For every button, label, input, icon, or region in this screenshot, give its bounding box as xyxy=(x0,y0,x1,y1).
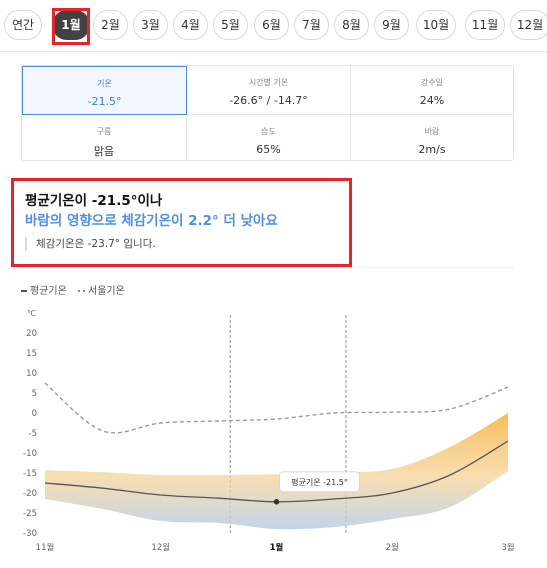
stat-hourly-temperature[interactable]: 시간별 기온 -26.6° / -14.7° xyxy=(187,66,350,114)
tab-month[interactable]: 6월 xyxy=(254,10,289,40)
y-tick-label: -25 xyxy=(23,509,37,519)
x-tick-label: 2월 xyxy=(386,542,399,553)
stat-label: 습도 xyxy=(261,127,276,136)
stat-temperature[interactable]: 기온 -21.5° xyxy=(22,66,187,115)
x-tick-label: 12월 xyxy=(151,542,170,553)
tooltip-box xyxy=(279,471,360,493)
tab-month[interactable]: 7월 xyxy=(294,10,329,40)
y-tick-label: -30 xyxy=(23,529,37,539)
weather-stats-grid: 기온 -21.5° 시간별 기온 -26.6° / -14.7° 강수일 24%… xyxy=(21,65,514,161)
y-tick-label: -10 xyxy=(23,449,37,459)
wind-chill-headline: 바람의 영향으로 체감기온이 2.2° 더 낮아요 xyxy=(25,213,278,229)
stat-value: 2m/s xyxy=(418,143,446,156)
stat-value: -21.5° xyxy=(87,95,122,108)
stat-label: 시간별 기온 xyxy=(248,78,289,87)
tab-month[interactable]: 연간 xyxy=(4,10,42,40)
dotted-line-icon xyxy=(78,290,85,292)
tab-month[interactable]: 10월 xyxy=(416,10,456,40)
stat-wind[interactable]: 바람 2m/s xyxy=(351,115,513,160)
x-tick-label: 3월 xyxy=(501,542,514,553)
stat-value: 맑음 xyxy=(93,145,115,158)
y-tick-label: -5 xyxy=(29,429,37,439)
grid-divider xyxy=(350,66,351,160)
stat-value: 65% xyxy=(256,143,281,156)
tab-month[interactable]: 3월 xyxy=(133,10,168,40)
solid-line-icon xyxy=(21,290,27,292)
stat-label: 바람 xyxy=(424,127,440,136)
legend-item-feel: 서울기온 xyxy=(78,282,125,297)
y-tick-label: -20 xyxy=(23,489,37,499)
y-tick-label: 5 xyxy=(32,389,37,399)
tooltip-label: 평균기온 -21.5° xyxy=(291,477,348,487)
stat-precipitation-days[interactable]: 강수일 24% xyxy=(351,66,513,114)
y-tick-label: 15 xyxy=(26,349,37,359)
y-axis-unit: ℃ xyxy=(27,309,36,318)
y-tick-label: 20 xyxy=(26,329,37,339)
x-tick-label: 1월 xyxy=(270,542,284,553)
stat-value: -26.6° / -14.7° xyxy=(229,94,308,107)
tab-month[interactable]: 8월 xyxy=(334,10,369,40)
stat-label: 기온 xyxy=(97,79,112,88)
tab-month[interactable]: 9월 xyxy=(374,10,409,40)
legend-label: 서울기온 xyxy=(88,286,125,297)
temperature-range-band xyxy=(45,413,508,530)
tab-month[interactable]: 11월 xyxy=(465,10,505,40)
tab-month[interactable]: 1월 xyxy=(52,10,90,40)
tab-month[interactable]: 5월 xyxy=(213,10,248,40)
stat-cloud[interactable]: 구름 맑음 xyxy=(22,115,186,160)
feels-like-message-box: 평균기온이 -21.5°이나 바람의 영향으로 체감기온이 2.2° 더 낮아요… xyxy=(11,178,352,267)
tab-month[interactable]: 2월 xyxy=(93,10,128,40)
feels-like-note: 체감기온은 -23.7° 입니다. xyxy=(25,237,156,251)
legend-label: 평균기온 xyxy=(30,286,67,297)
month-tabs: 연간 1월 2월 3월 4월 5월 6월 7월 8월 9월 10월 11월 12월 xyxy=(0,0,547,52)
y-tick-label: 10 xyxy=(26,369,37,379)
chart-legend: 평균기온 서울기온 xyxy=(21,282,133,297)
legend-item-avg: 평균기온 xyxy=(21,282,67,297)
avg-temperature-headline: 평균기온이 -21.5°이나 xyxy=(25,193,163,209)
x-tick-label: 11월 xyxy=(36,542,55,553)
tab-month[interactable]: 12월 xyxy=(510,10,547,40)
highlight-point xyxy=(273,499,280,505)
section-divider xyxy=(21,267,514,268)
stat-label: 강수일 xyxy=(420,78,444,87)
stat-humidity[interactable]: 습도 65% xyxy=(187,115,350,160)
stat-value: 24% xyxy=(419,94,445,107)
series-line-feel xyxy=(44,382,509,434)
y-tick-label: 0 xyxy=(32,409,37,419)
temperature-chart: ℃ 20 15 10 5 0 -5 -10 -15 -20 -25 -30 평균기온 -21.5° 11월… xyxy=(23,309,515,553)
grid-divider xyxy=(22,114,513,115)
y-tick-label: -15 xyxy=(23,469,37,479)
stat-label: 구름 xyxy=(96,127,112,136)
tab-month[interactable]: 4월 xyxy=(173,10,208,40)
